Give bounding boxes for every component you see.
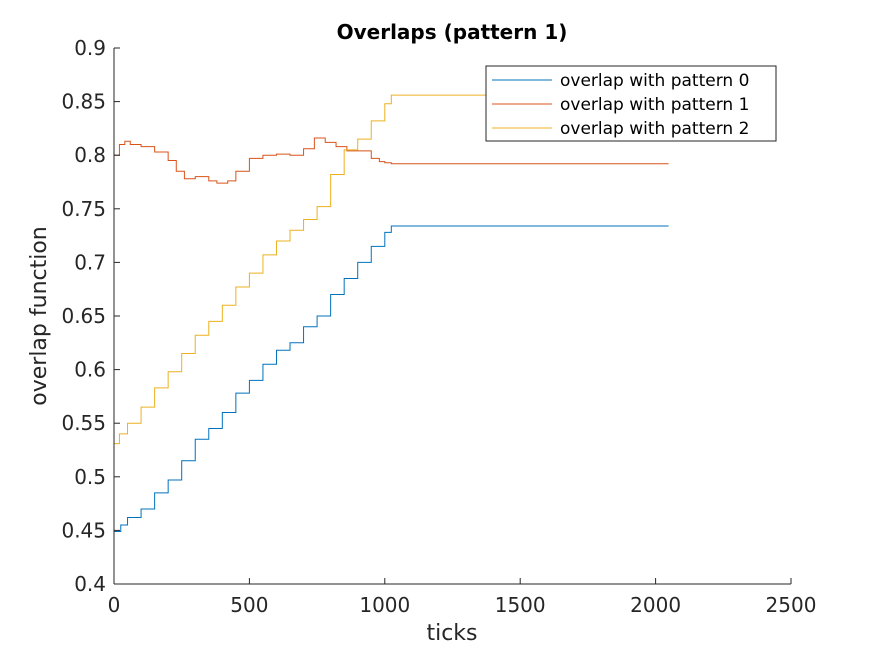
series-line-pattern-1 [114, 137, 669, 184]
x-ticks: 0 500 1000 1500 2000 2500 [108, 578, 817, 617]
x-axis-label: ticks [426, 621, 477, 646]
series-line-pattern-2 [114, 94, 669, 445]
y-tick-label: 0.7 [74, 250, 106, 274]
x-tick-label: 1500 [495, 593, 546, 617]
y-tick-label: 0.5 [74, 465, 106, 489]
y-tick-label: 0.4 [74, 572, 106, 596]
x-tick-label: 2000 [630, 593, 681, 617]
series-line-pattern-0 [114, 225, 669, 532]
x-tick-label: 2500 [766, 593, 817, 617]
x-tick-label: 500 [230, 593, 268, 617]
y-tick-label: 0.75 [61, 197, 106, 221]
y-tick-label: 0.9 [74, 36, 106, 60]
y-tick-label: 0.85 [61, 90, 106, 114]
legend-label: overlap with pattern 1 [560, 95, 749, 115]
y-tick-label: 0.6 [74, 358, 106, 382]
x-tick-label: 0 [108, 593, 121, 617]
y-tick-label: 0.55 [61, 411, 106, 435]
legend: overlap with pattern 0 overlap with patte… [485, 65, 777, 142]
y-axis-label: overlap function [27, 226, 52, 405]
legend-label: overlap with pattern 2 [560, 119, 749, 139]
y-tick-label: 0.8 [74, 143, 106, 167]
y-tick-label: 0.45 [61, 518, 106, 542]
legend-label: overlap with pattern 0 [560, 71, 749, 91]
series-layer [114, 94, 669, 532]
chart-title: Overlaps (pattern 1) [337, 20, 568, 44]
y-tick-label: 0.65 [61, 304, 106, 328]
y-ticks: 0.4 0.45 0.5 0.55 0.6 0.65 0.7 0.75 0.8 0.85 0.9 [61, 36, 120, 596]
x-tick-label: 1000 [359, 593, 410, 617]
